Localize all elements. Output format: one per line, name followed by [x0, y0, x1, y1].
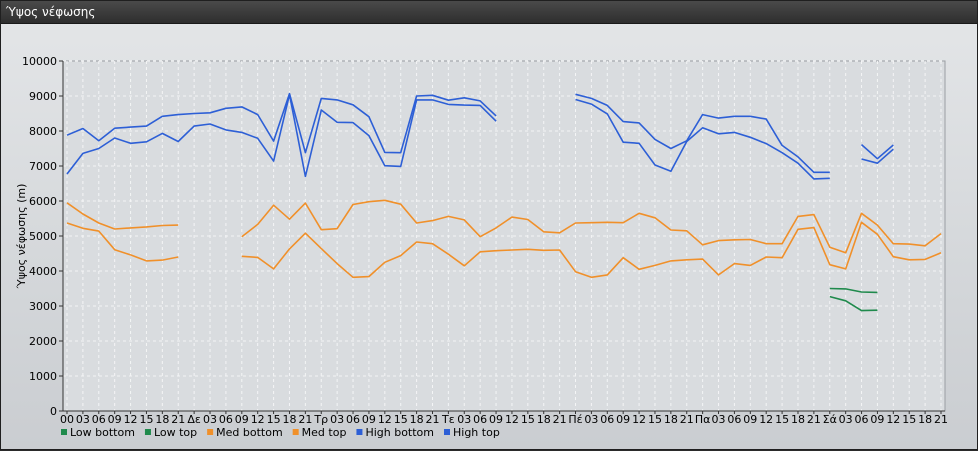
- x-tick-label: 06: [92, 413, 106, 426]
- legend-swatch: [144, 429, 151, 435]
- x-tick-label: 09: [743, 413, 757, 426]
- legend-label: High top: [453, 426, 500, 439]
- x-tick-label: Τρ: [313, 413, 328, 426]
- x-tick-label: 12: [759, 413, 773, 426]
- x-tick-label: Τε: [441, 413, 455, 426]
- x-tick-label: 21: [934, 413, 948, 426]
- x-tick-label: 12: [124, 413, 138, 426]
- x-tick-label: 03: [839, 413, 853, 426]
- title-bar: Ύψος νέφωσης: [1, 1, 977, 24]
- x-tick-label: 09: [362, 413, 376, 426]
- series-line-med-top: [66, 202, 179, 230]
- x-tick-label: 06: [219, 413, 233, 426]
- x-tick-label: 15: [775, 413, 789, 426]
- y-tick-label: 2000: [29, 335, 57, 348]
- x-tick-label: 18: [155, 413, 169, 426]
- series-line-high-bottom: [66, 93, 497, 178]
- x-tick-label: 12: [632, 413, 646, 426]
- x-tick-label: 18: [282, 413, 296, 426]
- x-tick-label: 18: [791, 413, 805, 426]
- series-line-high-top: [575, 93, 830, 174]
- x-tick-label: 03: [457, 413, 471, 426]
- x-tick-label: 15: [267, 413, 281, 426]
- legend-swatch: [356, 429, 363, 435]
- x-tick-label: 21: [680, 413, 694, 426]
- series-line-med-top: [241, 199, 942, 254]
- x-tick-label: 21: [807, 413, 821, 426]
- x-tick-label: 03: [712, 413, 726, 426]
- legend-label: Low top: [154, 426, 197, 439]
- x-tick-label: 06: [473, 413, 487, 426]
- legend-label: Low bottom: [70, 426, 135, 439]
- x-tick-label: 18: [410, 413, 424, 426]
- x-tick-label: 18: [537, 413, 551, 426]
- x-tick-label: 06: [727, 413, 741, 426]
- y-tick-label: 1000: [29, 370, 57, 383]
- series-line-low-top: [829, 287, 878, 294]
- x-tick-label: 03: [76, 413, 90, 426]
- y-tick-label: 3000: [29, 300, 57, 313]
- x-tick-label: Πα: [695, 413, 711, 426]
- x-tick-label: 09: [616, 413, 630, 426]
- x-tick-label: 15: [394, 413, 408, 426]
- x-tick-label: 06: [600, 413, 614, 426]
- series-line-med-bottom: [241, 221, 942, 279]
- x-tick-label: 21: [298, 413, 312, 426]
- x-tick-label: 21: [425, 413, 439, 426]
- x-tick-label: 09: [235, 413, 249, 426]
- x-tick-label: Πέ: [568, 413, 582, 426]
- x-tick-label: 21: [553, 413, 567, 426]
- x-tick-label: 00: [60, 413, 74, 426]
- x-tick-label: 15: [648, 413, 662, 426]
- legend-swatch: [61, 429, 67, 435]
- x-tick-label: 12: [251, 413, 265, 426]
- x-tick-label: 06: [855, 413, 869, 426]
- x-tick-label: 06: [346, 413, 360, 426]
- series-line-high-bottom: [861, 148, 894, 164]
- y-axis-label: Ύψος νέφωσης (m): [15, 184, 28, 290]
- x-tick-label: 09: [489, 413, 503, 426]
- y-tick-label: 8000: [29, 125, 57, 138]
- y-tick-label: 7000: [29, 160, 57, 173]
- y-tick-label: 10000: [22, 55, 57, 68]
- legend-swatch: [292, 429, 299, 435]
- x-tick-label: 09: [108, 413, 122, 426]
- x-tick-label: 12: [886, 413, 900, 426]
- x-tick-label: 15: [902, 413, 916, 426]
- x-tick-label: 18: [918, 413, 932, 426]
- x-tick-label: 15: [521, 413, 535, 426]
- series-line-med-bottom: [66, 222, 179, 262]
- series-line-high-bottom: [575, 98, 830, 180]
- legend-swatch: [444, 429, 450, 435]
- x-tick-label: 12: [505, 413, 519, 426]
- x-tick-label: 03: [330, 413, 344, 426]
- series-line-high-top: [66, 92, 497, 154]
- y-tick-label: 0: [50, 405, 57, 418]
- x-tick-label: 12: [378, 413, 392, 426]
- x-tick-label: Σά: [823, 413, 837, 426]
- legend-label: Med bottom: [216, 426, 283, 439]
- x-tick-label: 18: [664, 413, 678, 426]
- legend-swatch: [207, 429, 214, 435]
- series-line-high-top: [860, 144, 894, 160]
- x-tick-label: 03: [203, 413, 217, 426]
- y-tick-label: 5000: [29, 230, 57, 243]
- y-tick-label: 6000: [29, 195, 57, 208]
- x-tick-label: Δε: [187, 413, 201, 426]
- x-tick-label: 09: [870, 413, 884, 426]
- x-tick-label: 21: [171, 413, 185, 426]
- y-tick-label: 4000: [29, 265, 57, 278]
- legend-label: High bottom: [365, 426, 434, 439]
- series-line-low-bottom: [829, 295, 878, 312]
- legend-label: Med top: [302, 426, 347, 439]
- x-tick-label: 15: [139, 413, 153, 426]
- x-tick-label: 03: [584, 413, 598, 426]
- window-title: Ύψος νέφωσης: [6, 5, 96, 19]
- y-tick-label: 9000: [29, 90, 57, 103]
